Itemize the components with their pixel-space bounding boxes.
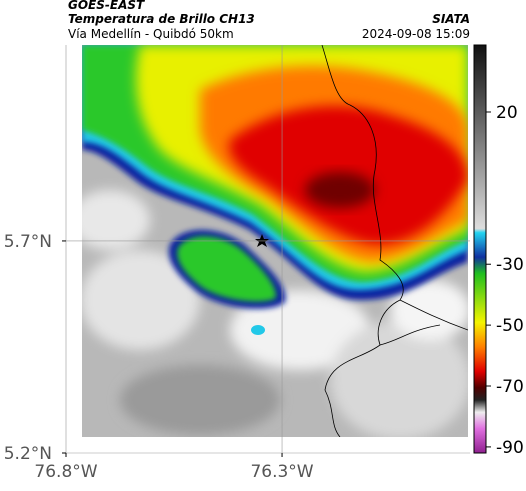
y-tick-label: 5.2°N [4, 444, 52, 464]
colorbar-label: -70 [496, 377, 524, 397]
x-tick-label: 76.3°W [250, 462, 313, 482]
region: Vía Medellín - Quibdó 50km [68, 27, 234, 41]
graticule [65, 45, 470, 454]
satellite-image [82, 45, 468, 437]
datetime: 2024-09-08 15:09 [362, 27, 470, 41]
title: GOES-EAST [68, 0, 145, 12]
colorbar-label: -50 [496, 316, 524, 336]
colorbar-label: -30 [496, 255, 524, 275]
subtitle: Temperatura de Brillo CH13 [68, 12, 255, 26]
colorbar-label: 20 [496, 103, 518, 123]
colorbar [473, 44, 487, 454]
colorbar-label: -90 [496, 438, 524, 458]
source: SIATA [432, 12, 470, 26]
x-tick-label: 76.8°W [34, 462, 97, 482]
y-tick-label: 5.7°N [4, 232, 52, 252]
